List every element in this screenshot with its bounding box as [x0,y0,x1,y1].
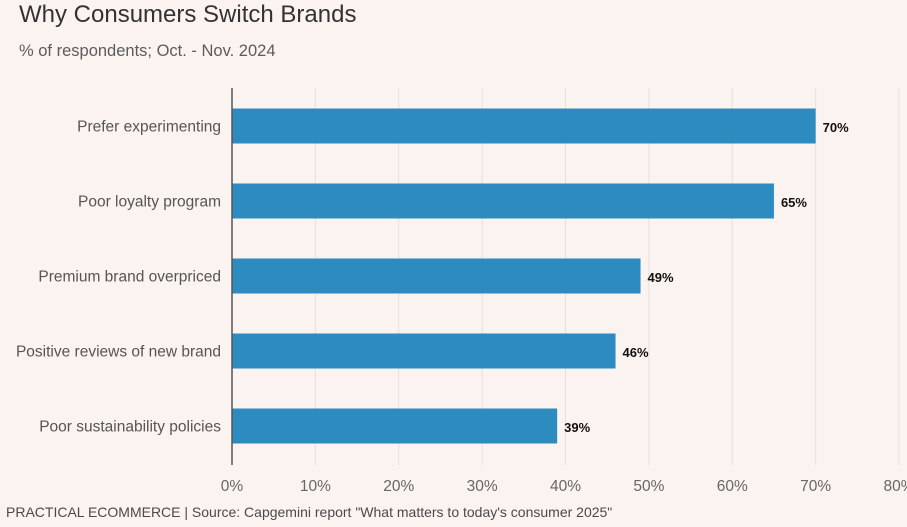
bar [232,258,641,294]
chart-source-footer: PRACTICAL ECOMMERCE | Source: Capgemini … [6,504,613,520]
chart-subtitle: % of respondents; Oct. - Nov. 2024 [19,42,276,60]
x-tick-label: 80% [883,478,907,495]
x-tick-label: 0% [221,478,244,495]
data-label: 46% [623,345,649,360]
category-label: Premium brand overpriced [38,269,221,286]
category-label: Positive reviews of new brand [16,344,221,361]
bar [232,408,558,444]
data-label: 65% [781,195,807,210]
category-label: Prefer experimenting [77,119,221,136]
bar [232,183,774,219]
x-tick-label: 50% [633,478,664,495]
x-tick-label: 70% [800,478,831,495]
bar [232,333,616,369]
data-label: 49% [648,270,674,285]
x-tick-label: 60% [717,478,748,495]
category-label: Poor sustainability policies [39,419,221,436]
data-label: 39% [564,420,590,435]
chart-title: Why Consumers Switch Brands [19,1,357,28]
category-label: Poor loyalty program [78,194,221,211]
x-tick-label: 30% [467,478,498,495]
x-tick-label: 10% [300,478,331,495]
bar [232,108,816,144]
x-tick-label: 40% [550,478,581,495]
data-label: 70% [823,120,849,135]
x-tick-label: 20% [383,478,414,495]
